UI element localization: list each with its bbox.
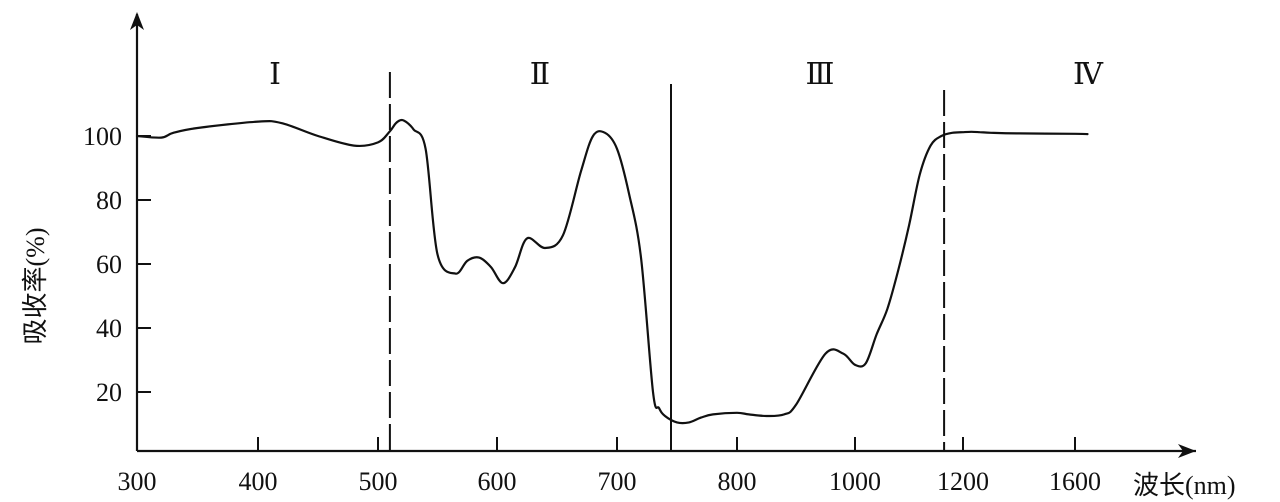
x-ticks: 300 400 500 600 700 800 1000 1200 1600 [118, 437, 1101, 496]
region-label: Ⅱ [530, 58, 550, 91]
region-label: Ⅳ [1073, 58, 1104, 91]
x-tick-label: 1200 [937, 467, 989, 496]
x-tick-label: 600 [478, 467, 517, 496]
absorption-series-line [135, 118, 1089, 425]
x-tick-label: 1600 [1049, 467, 1101, 496]
x-tick-label: 700 [598, 467, 637, 496]
x-tick-label: 1000 [829, 467, 881, 496]
x-tick-label: 500 [359, 467, 398, 496]
y-tick-label: 80 [96, 186, 122, 215]
x-tick-label: 800 [718, 467, 757, 496]
region-label: Ⅰ [269, 58, 281, 91]
region-label: Ⅲ [806, 58, 835, 91]
region-labels: Ⅰ Ⅱ Ⅲ Ⅳ [269, 58, 1104, 91]
x-axis-label: 波长(nm) [1133, 471, 1236, 500]
y-tick-label: 20 [96, 378, 122, 407]
series-group [135, 118, 1089, 425]
region-dividers [388, 72, 946, 450]
y-tick-label: 100 [83, 122, 122, 151]
y-ticks: 20 40 60 80 100 [83, 122, 151, 407]
y-tick-label: 40 [96, 314, 122, 343]
y-axis-label: 吸收率(%) [21, 228, 50, 345]
x-tick-label: 300 [118, 467, 157, 496]
axes [130, 12, 1196, 458]
x-tick-label: 400 [239, 467, 278, 496]
y-tick-label: 60 [96, 250, 122, 279]
